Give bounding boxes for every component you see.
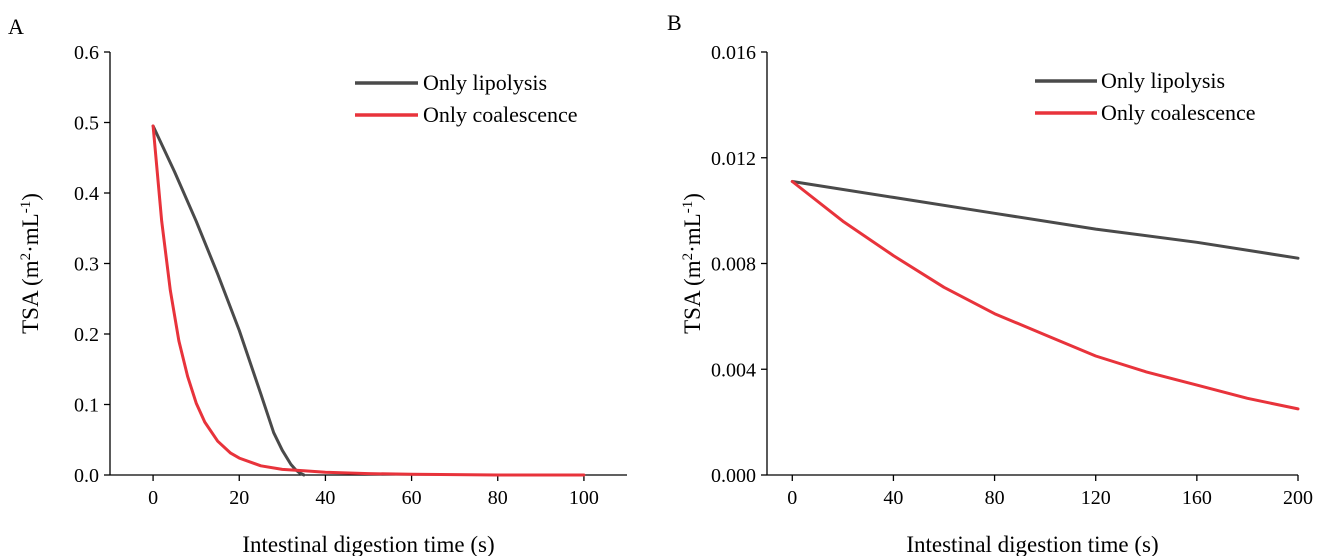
y-axis-title-sup2: -1 bbox=[18, 201, 34, 214]
legend-label: Only lipolysis bbox=[423, 70, 547, 95]
y-axis-title-suffix: ) bbox=[18, 193, 43, 201]
y-tick-label: 0.1 bbox=[74, 395, 99, 417]
y-tick-label: 0.000 bbox=[711, 465, 756, 487]
y-tick-label: 0.4 bbox=[74, 183, 99, 205]
y-tick-label: 0.012 bbox=[711, 148, 756, 170]
y-axis-title-sup1: 2 bbox=[18, 253, 34, 261]
x-tick-label: 80 bbox=[985, 487, 1005, 509]
x-axis-title: Intestinal digestion time (s) bbox=[242, 532, 494, 556]
y-axis-title-sup2: -1 bbox=[680, 201, 696, 214]
x-tick-label: 60 bbox=[402, 487, 422, 509]
chart-panel-a: A 0 20 40 60 80 100 0.0 0.1 0.2 0.3 0.4 0.5 0.6 Intest… bbox=[8, 14, 627, 556]
chart-panel-b: B 0 40 80 120 160 200 0.000 0.004 0.008 0.012 0.016… bbox=[667, 10, 1313, 556]
y-axis-title-prefix: TSA (m bbox=[18, 260, 43, 334]
y-tick-label: 0.008 bbox=[711, 254, 756, 276]
panel-label: B bbox=[667, 10, 682, 35]
x-tick-label: 80 bbox=[488, 487, 508, 509]
x-tick-label: 20 bbox=[229, 487, 249, 509]
y-tick-label: 0.3 bbox=[74, 254, 99, 276]
y-axis-title-sup1: 2 bbox=[680, 253, 696, 261]
y-tick-label: 0.004 bbox=[711, 359, 756, 381]
x-tick-label: 200 bbox=[1283, 487, 1313, 509]
x-tick-label: 160 bbox=[1182, 487, 1212, 509]
legend-label: Only lipolysis bbox=[1101, 68, 1225, 93]
y-axis-title-prefix: TSA (m bbox=[680, 260, 705, 334]
x-tick-label: 40 bbox=[315, 487, 335, 509]
series-line-only-coalescence bbox=[790, 180, 1300, 411]
x-tick-label: 40 bbox=[883, 487, 903, 509]
panel-label: A bbox=[8, 14, 24, 39]
y-axis-title: TSA (m2·mL-1) bbox=[680, 193, 705, 334]
y-axis-title: TSA (m2·mL-1) bbox=[18, 193, 43, 334]
y-tick-label: 0.016 bbox=[711, 42, 756, 64]
legend-label: Only coalescence bbox=[423, 102, 578, 127]
x-tick-label: 120 bbox=[1081, 487, 1111, 509]
y-tick-label: 0.2 bbox=[74, 324, 99, 346]
series-line-only-coalescence bbox=[151, 124, 586, 477]
legend-label: Only coalescence bbox=[1101, 100, 1256, 125]
y-tick-label: 0.6 bbox=[74, 42, 99, 64]
legend: Only lipolysis Only coalescence bbox=[1035, 68, 1256, 125]
y-axis-title-middle: ·mL bbox=[18, 213, 43, 253]
x-tick-label: 0 bbox=[148, 487, 158, 509]
y-tick-label: 0.5 bbox=[74, 113, 99, 135]
legend: Only lipolysis Only coalescence bbox=[355, 70, 578, 127]
y-axis-title-middle: ·mL bbox=[680, 213, 705, 253]
y-axis-title-suffix: ) bbox=[680, 193, 705, 201]
x-tick-label: 0 bbox=[787, 487, 797, 509]
y-tick-label: 0.0 bbox=[74, 465, 99, 487]
series-line-only-lipolysis bbox=[790, 180, 1300, 260]
series-line-only-lipolysis bbox=[151, 124, 306, 477]
x-axis-title: Intestinal digestion time (s) bbox=[906, 532, 1158, 556]
x-tick-label: 100 bbox=[569, 487, 599, 509]
